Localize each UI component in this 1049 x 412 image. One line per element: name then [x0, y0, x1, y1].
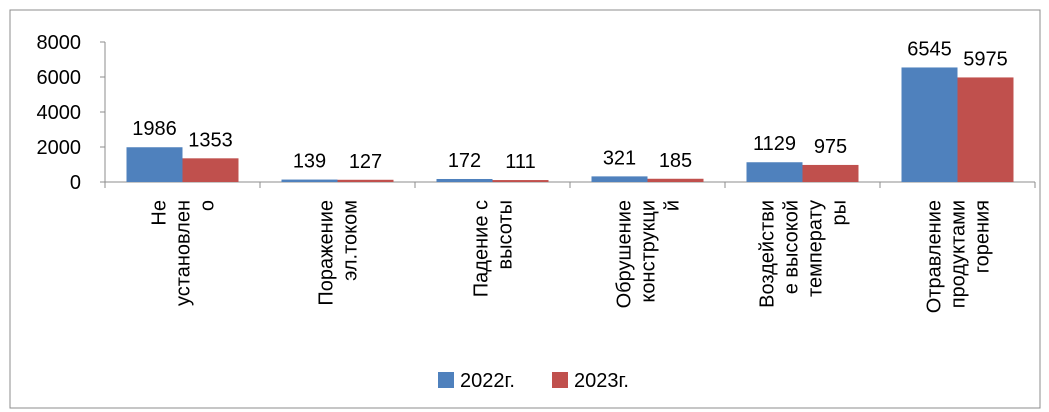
bar	[802, 164, 859, 182]
category-label: Воздействи е высокой температу ры	[757, 200, 851, 308]
category-label-line: Отравление	[924, 200, 946, 313]
y-tick-label: 4000	[37, 102, 82, 124]
y-tick-label: 8000	[37, 32, 82, 54]
category-label-line: высоты	[495, 200, 517, 269]
bar	[436, 178, 493, 182]
bar	[957, 77, 1014, 182]
bar	[901, 67, 958, 182]
data-label: 185	[659, 150, 692, 172]
bar	[337, 179, 394, 182]
data-label: 1129	[753, 133, 796, 155]
legend-entry: 2023г.	[574, 370, 629, 392]
category-label-line: е высокой	[781, 200, 803, 294]
category-label-line: ры	[829, 200, 851, 226]
legend: 2022г. 2023г.	[438, 370, 629, 392]
bar	[746, 162, 803, 182]
category-label-line: конструкци	[638, 200, 660, 303]
data-label: 321	[603, 147, 636, 169]
data-label: 5975	[963, 48, 1008, 70]
category-label-line: температу	[805, 200, 827, 297]
category-label-line: продуктами	[948, 200, 970, 308]
data-label: 6545	[907, 38, 952, 60]
category-label-line: й	[662, 200, 684, 211]
bar	[182, 158, 239, 182]
bar	[126, 147, 183, 182]
bar	[492, 180, 549, 182]
y-tick-label: 6000	[37, 67, 82, 89]
category-label-line: эл.током	[340, 200, 362, 281]
category-label: Поражение эл.током	[316, 200, 362, 306]
category-label: Обрушение конструкци й	[614, 200, 684, 308]
bar	[591, 176, 648, 182]
category-label: Отравление продуктами горения	[924, 200, 994, 313]
legend-swatch	[552, 372, 568, 388]
category-label-line: горения	[972, 200, 994, 273]
category-label: Не установлен о	[149, 200, 219, 306]
category-label-line: Поражение	[316, 200, 338, 306]
data-label: 111	[505, 151, 535, 173]
plot-area: 0 2000 4000 6000 8000 1986 1353 Не установлен о 13…	[37, 32, 1036, 313]
category-label-line: установлен	[173, 200, 195, 306]
data-label: 172	[448, 150, 481, 172]
chart-frame	[9, 9, 1041, 409]
category-label-line: Не	[149, 200, 171, 226]
legend-entry: 2022г.	[460, 370, 515, 392]
data-label: 139	[293, 151, 326, 173]
category-label-line: Падение с	[471, 200, 493, 297]
data-label: 975	[814, 136, 847, 158]
y-tick-label: 2000	[37, 137, 82, 159]
category-label-line: Воздействи	[757, 200, 779, 308]
category-label: Падение с высоты	[471, 200, 517, 297]
y-tick-label: 0	[70, 172, 81, 194]
bar	[281, 179, 338, 182]
category-label-line: Обрушение	[614, 200, 636, 308]
data-label: 127	[349, 151, 382, 173]
category-label-line: о	[197, 200, 219, 211]
data-label: 1986	[132, 118, 177, 140]
bar	[647, 178, 704, 182]
legend-swatch	[438, 372, 454, 388]
data-label: 1353	[188, 129, 233, 151]
